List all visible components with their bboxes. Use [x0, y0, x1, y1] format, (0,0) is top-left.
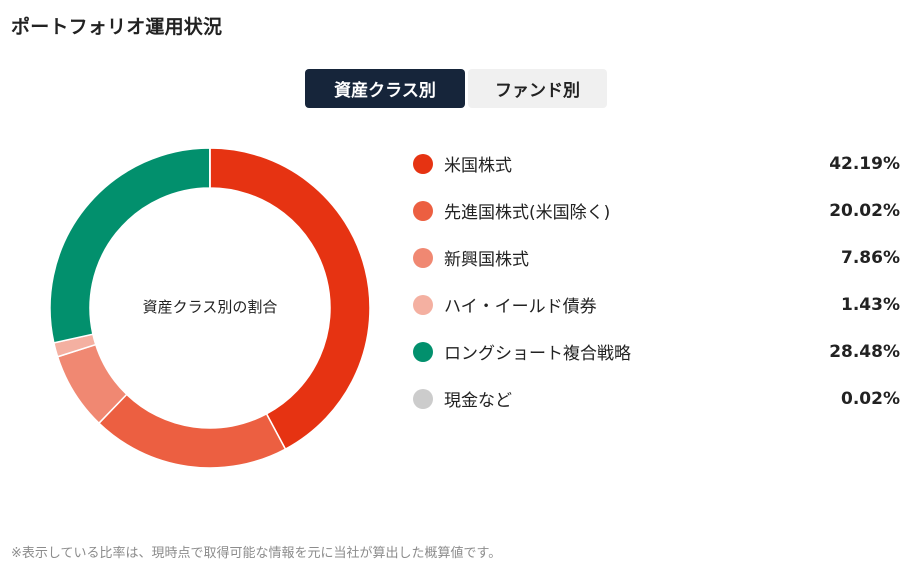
legend-label: 先進国株式(米国除く) [444, 203, 611, 223]
legend-dot-icon [413, 388, 433, 409]
donut-segment[interactable] [209, 148, 370, 451]
legend-dot-icon [413, 153, 433, 174]
legend-value: 20.02% [829, 200, 900, 221]
view-tabs: 資産クラス別 ファンド別 [305, 69, 607, 108]
legend-label: 現金など [444, 391, 512, 411]
legend-item: 米国株式 42.19% [413, 140, 900, 187]
footnote: ※表示している比率は、現時点で取得可能な情報を元に当社が算出した概算値です。 [11, 546, 502, 561]
legend-label: ハイ・イールド債券 [444, 297, 597, 317]
legend-value: 1.43% [841, 294, 900, 315]
tab-asset-class[interactable]: 資産クラス別 [305, 69, 465, 108]
donut-center-label: 資産クラス別の割合 [142, 298, 278, 316]
legend-value: 28.48% [829, 341, 900, 362]
legend-item: 新興国株式 7.86% [413, 234, 900, 281]
tab-fund[interactable]: ファンド別 [468, 69, 607, 108]
legend-value: 7.86% [841, 247, 900, 268]
legend-value: 0.02% [841, 388, 900, 409]
legend-item: 現金など 0.02% [413, 375, 900, 422]
legend-dot-icon [413, 341, 433, 362]
legend-item: 先進国株式(米国除く) 20.02% [413, 187, 900, 234]
legend-label: 新興国株式 [444, 250, 529, 270]
legend: 米国株式 42.19% 先進国株式(米国除く) 20.02% 新興国株式 7.8… [413, 140, 900, 422]
donut-segment[interactable] [97, 393, 287, 468]
legend-dot-icon [413, 294, 433, 315]
legend-dot-icon [413, 200, 433, 221]
donut-chart [50, 148, 370, 468]
legend-label: 米国株式 [444, 156, 512, 176]
page-title: ポートフォリオ運用状況 [11, 16, 223, 38]
legend-item: ロングショート複合戦略 28.48% [413, 328, 900, 375]
legend-label: ロングショート複合戦略 [444, 344, 631, 364]
legend-item: ハイ・イールド債券 1.43% [413, 281, 900, 328]
legend-value: 42.19% [829, 153, 900, 174]
legend-dot-icon [413, 247, 433, 268]
